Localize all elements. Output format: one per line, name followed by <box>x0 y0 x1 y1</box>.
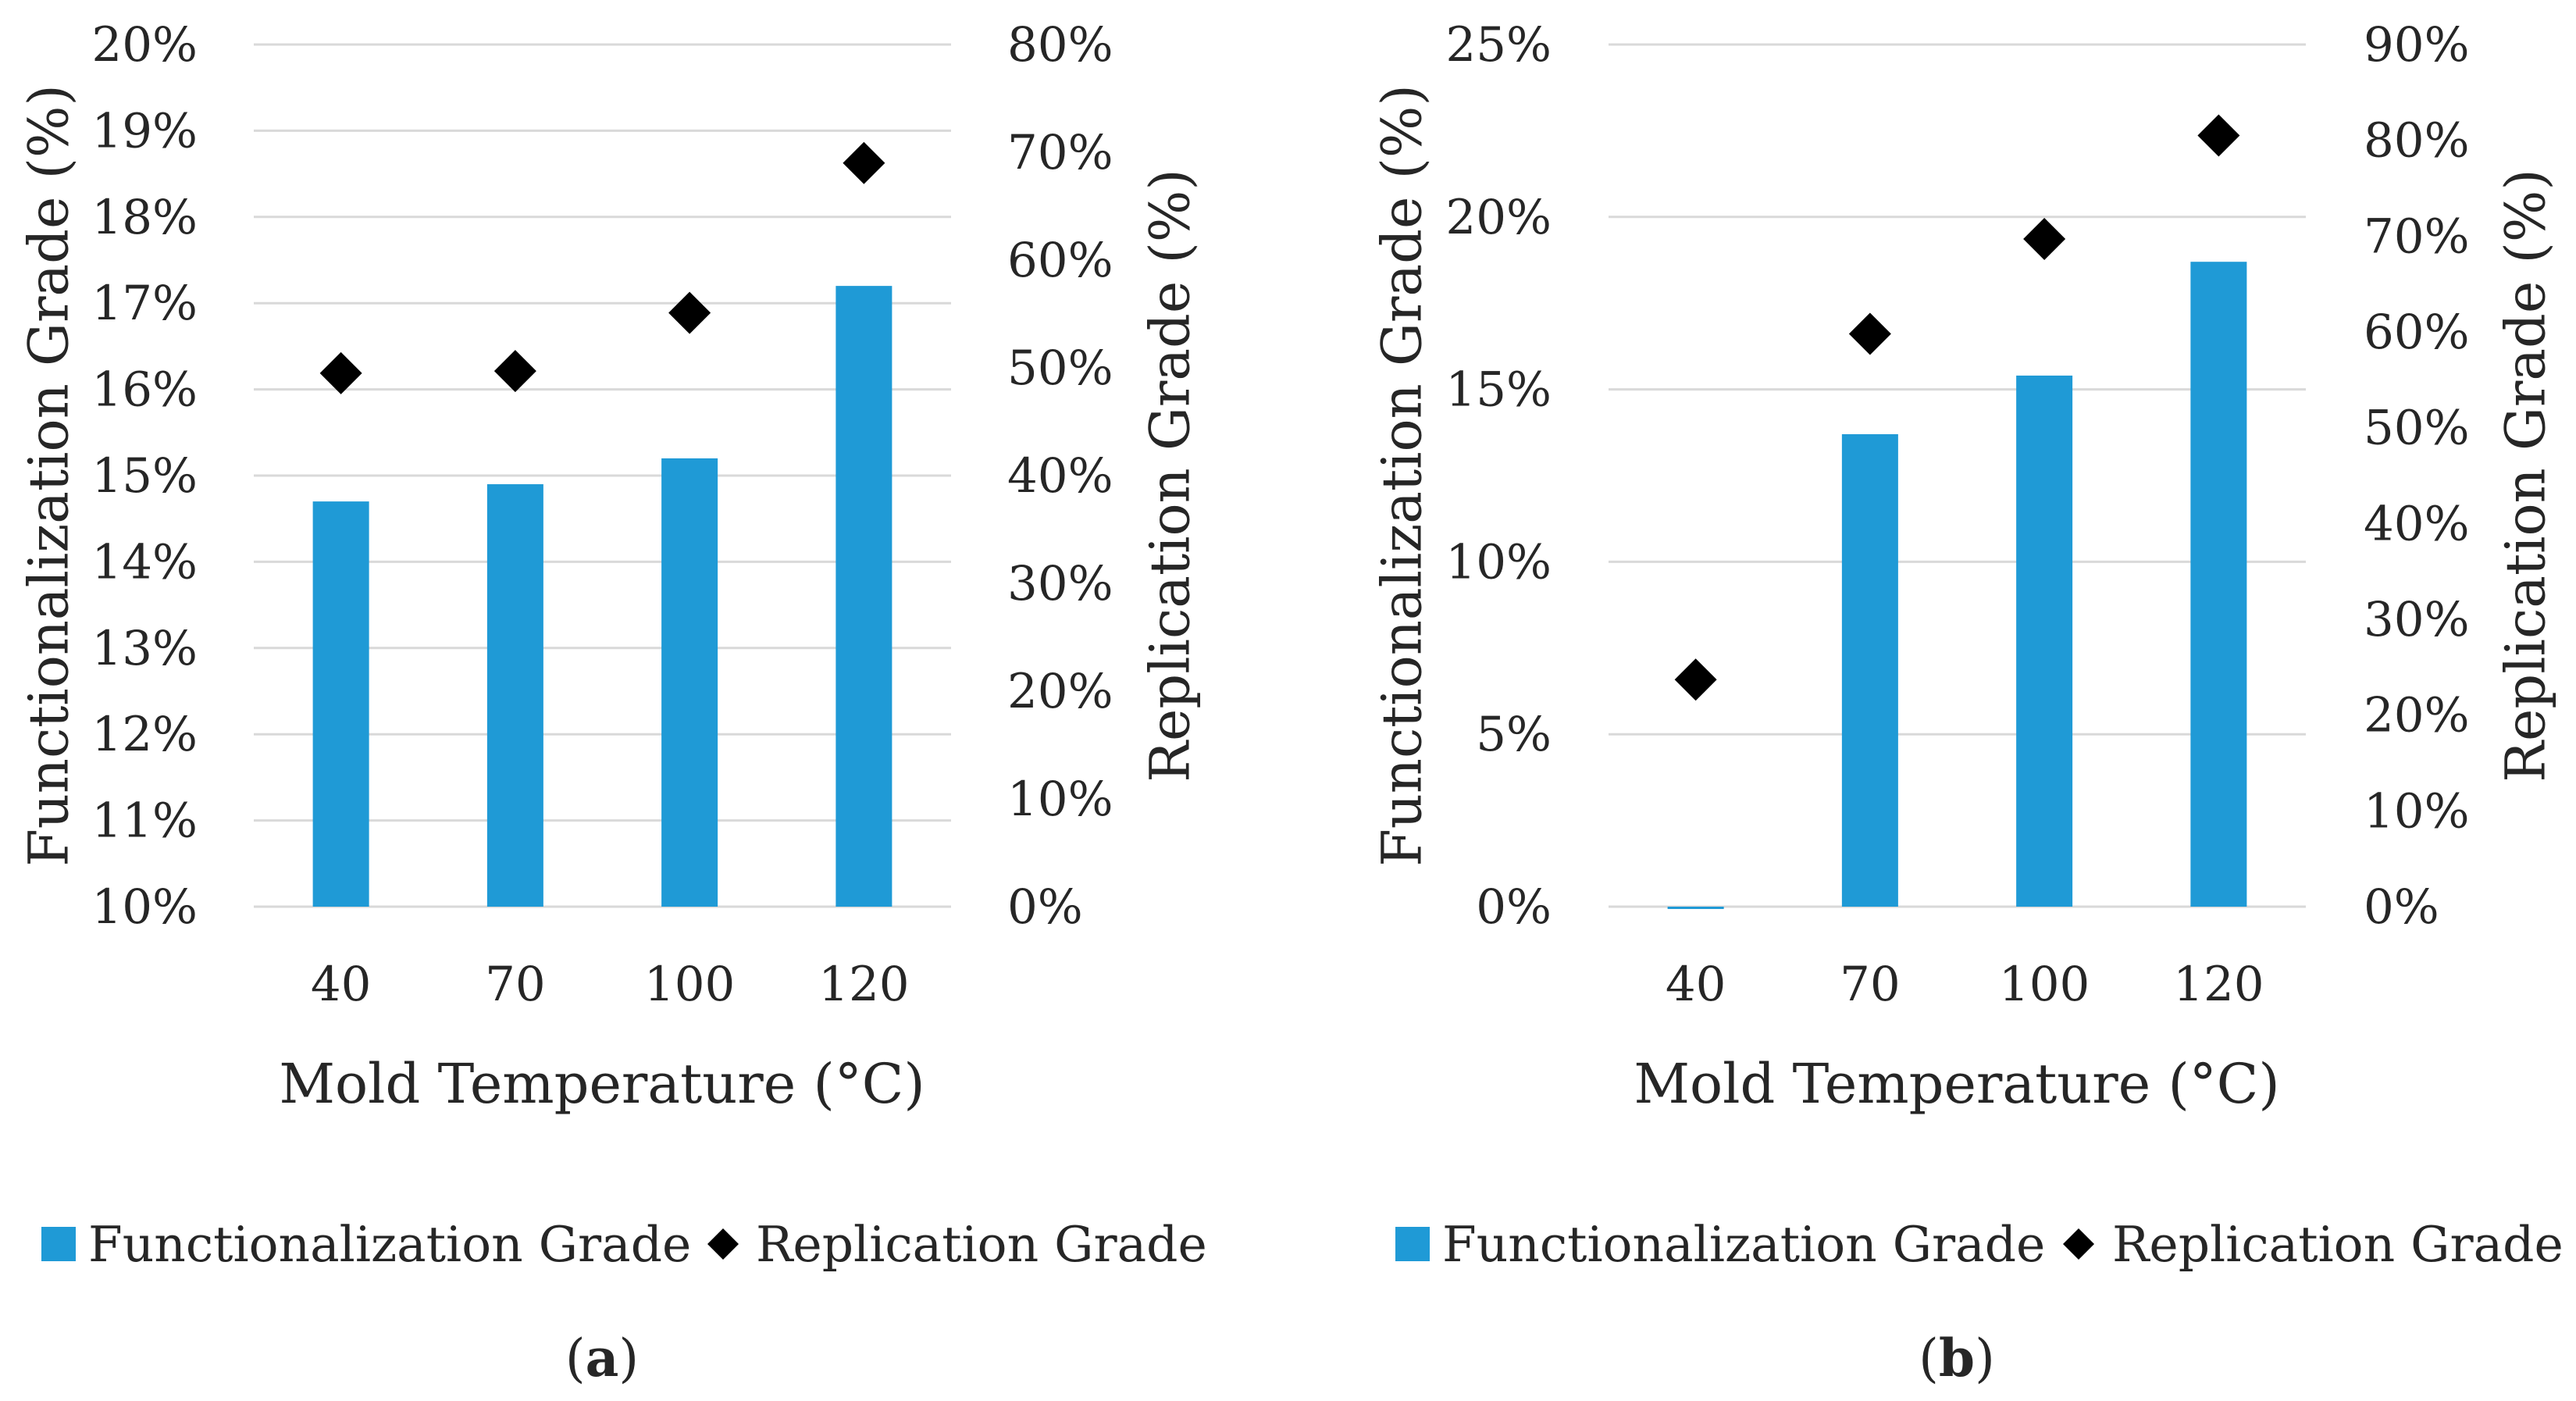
legend: Functionalization Grade Replication Grade <box>41 1216 1207 1273</box>
right-y-tick-label: 70% <box>1007 125 1113 180</box>
right-y-axis-title: Replication Grade (%) <box>1138 169 1202 782</box>
legend: Functionalization Grade Replication Grade <box>1395 1216 2564 1273</box>
x-tick-label: 100 <box>644 957 735 1012</box>
left-y-tick-label: 0% <box>1476 879 1552 935</box>
right-y-tick-label: 40% <box>1007 448 1113 504</box>
bar <box>1841 434 1898 907</box>
bar <box>2016 375 2073 907</box>
left-y-tick-label: 20% <box>91 17 198 73</box>
left-y-tick-label: 19% <box>91 103 198 159</box>
right-y-tick-label: 0% <box>2364 879 2439 935</box>
caption-paren-close: ) <box>1975 1328 1995 1389</box>
right-y-tick-label: 20% <box>2364 688 2470 743</box>
left-y-tick-label: 12% <box>91 707 198 762</box>
legend-swatch-replication <box>2063 1228 2094 1260</box>
right-y-tick-label: 40% <box>2364 496 2470 551</box>
legend-label-functionalization: Functionalization Grade <box>1442 1216 2045 1273</box>
bar <box>661 458 718 907</box>
left-y-tick-label: 5% <box>1476 707 1552 762</box>
caption-letter: a <box>586 1328 619 1389</box>
bar <box>486 484 543 907</box>
right-y-tick-label: 90% <box>2364 17 2470 73</box>
replication-marker <box>1674 658 1717 701</box>
bar <box>836 286 893 907</box>
replication-marker <box>319 351 362 394</box>
caption-paren-open: ( <box>565 1328 586 1389</box>
bar <box>1667 907 1724 909</box>
right-y-tick-label: 60% <box>1007 233 1113 288</box>
caption-paren-close: ) <box>618 1328 639 1389</box>
left-y-tick-label: 16% <box>91 362 198 418</box>
left-y-axis-title: Functionalization Grade (%) <box>1370 84 1434 867</box>
replication-marker <box>843 141 885 184</box>
legend-label-replication: Replication Grade <box>2112 1216 2564 1273</box>
caption-letter: b <box>1939 1328 1975 1389</box>
legend-swatch-replication <box>707 1228 739 1260</box>
left-y-tick-label: 20% <box>1445 190 1552 245</box>
x-tick-label: 120 <box>2173 957 2264 1012</box>
caption-paren-open: ( <box>1919 1328 1939 1389</box>
bar <box>312 501 369 907</box>
replication-marker <box>1848 312 1891 355</box>
right-y-tick-label: 80% <box>1007 17 1113 73</box>
left-y-tick-label: 15% <box>91 448 198 504</box>
legend-label-replication: Replication Grade <box>756 1216 1207 1273</box>
left-y-axis-title: Functionalization Grade (%) <box>17 84 81 867</box>
panel-caption: (b) <box>1919 1328 1995 1389</box>
x-tick-label: 100 <box>1999 957 2090 1012</box>
left-y-tick-label: 17% <box>91 276 198 331</box>
left-y-tick-label: 15% <box>1445 362 1552 418</box>
right-y-tick-label: 80% <box>2364 113 2470 169</box>
right-y-tick-label: 60% <box>2364 305 2470 360</box>
legend-swatch-functionalization <box>41 1227 76 1261</box>
right-y-axis-title: Replication Grade (%) <box>2494 169 2558 782</box>
right-y-tick-label: 20% <box>1007 664 1113 719</box>
legend-label-functionalization: Functionalization Grade <box>88 1216 691 1273</box>
x-axis-title: Mold Temperature (°C) <box>279 1052 925 1116</box>
right-y-tick-label: 0% <box>1007 879 1083 935</box>
right-y-tick-label: 30% <box>1007 556 1113 611</box>
right-y-tick-label: 10% <box>1007 772 1113 827</box>
replication-marker <box>493 350 536 393</box>
right-y-tick-label: 10% <box>2364 783 2470 839</box>
bar <box>2190 262 2247 907</box>
left-y-tick-label: 10% <box>1445 534 1552 590</box>
left-y-tick-label: 14% <box>91 534 198 590</box>
right-y-tick-label: 50% <box>1007 340 1113 396</box>
x-tick-label: 70 <box>485 957 546 1012</box>
panel-caption: (a) <box>565 1328 639 1389</box>
right-y-tick-label: 50% <box>2364 401 2470 456</box>
legend-swatch-functionalization <box>1395 1227 1430 1261</box>
left-y-tick-label: 13% <box>91 621 198 676</box>
x-tick-label: 70 <box>1840 957 1901 1012</box>
chart-panel-a: 10% 11% 12% 13% 14% 15% 16% 17% 18% 19% 20% 0% 10% 20… <box>17 17 1207 1389</box>
replication-marker <box>668 291 711 334</box>
x-tick-label: 40 <box>1666 957 1726 1012</box>
right-y-tick-label: 70% <box>2364 209 2470 264</box>
left-y-tick-label: 25% <box>1445 17 1552 73</box>
left-y-tick-label: 11% <box>91 793 198 849</box>
x-tick-label: 120 <box>818 957 909 1012</box>
right-y-tick-label: 30% <box>2364 592 2470 647</box>
left-y-tick-label: 10% <box>91 879 198 935</box>
x-tick-label: 40 <box>311 957 372 1012</box>
replication-marker <box>2197 114 2240 157</box>
chart-panel-b: 0% 5% 10% 15% 20% 25% 0% 10% 20% 30% 40% 50% 60% 70% 8… <box>1370 17 2564 1389</box>
left-y-tick-label: 18% <box>91 190 198 245</box>
replication-marker <box>2023 218 2066 261</box>
x-axis-title: Mold Temperature (°C) <box>1634 1052 2279 1116</box>
